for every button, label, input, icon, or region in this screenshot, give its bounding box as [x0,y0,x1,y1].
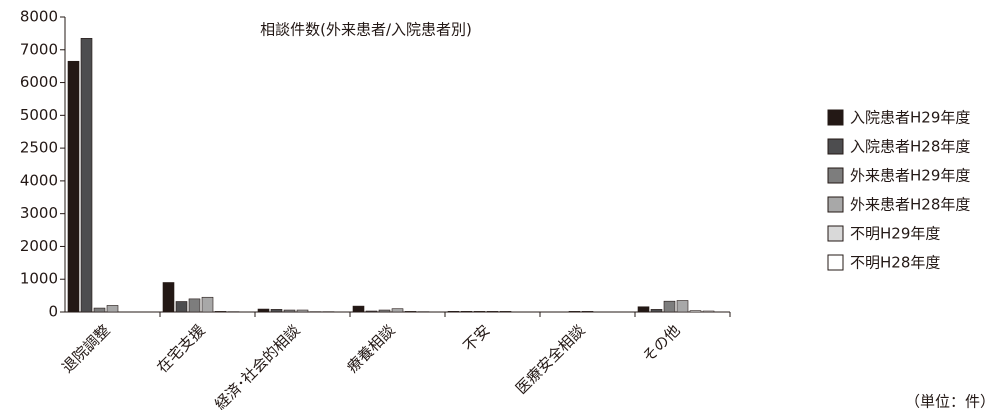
bar [581,311,594,313]
y-tick-label: 1000 [20,270,58,288]
bar [175,301,188,313]
y-tick-label: 5000 [20,106,58,124]
legend-swatch [827,167,844,184]
x-tick-label: 経済･社会的相談 [211,321,303,410]
bar [702,310,715,313]
bar [106,305,119,313]
bar [460,311,473,313]
x-tick-label: 退院調整 [58,321,113,376]
y-tick-label: 6000 [20,73,58,91]
x-tick-label: その他 [639,321,684,366]
bar [201,296,214,313]
bar [67,60,80,313]
y-tick-label: 2500 [20,139,58,157]
legend-swatch [827,225,844,242]
bar [499,311,512,313]
bar [214,311,227,313]
x-tick-label: 療養相談 [343,321,398,376]
chart-title: 相談件数(外来患者/入院患者別) [260,21,472,39]
bar [663,300,676,313]
bar [447,311,460,313]
y-tick-label: 8000 [20,8,58,26]
legend-label: 不明H28年度 [850,254,940,272]
bar [486,311,499,313]
y-tick-label: 0 [48,303,58,321]
legend-label: 外来患者H29年度 [850,167,970,185]
legend-swatch [827,109,844,126]
bar [257,308,270,313]
bar [93,307,106,313]
bar [568,311,581,313]
legend-swatch [827,254,844,271]
bar [650,309,663,313]
x-tick-label: 在宅支援 [153,321,208,376]
bar [637,306,650,313]
legend-label: 入院患者H29年度 [850,109,970,127]
bar [365,310,378,313]
bar [352,305,365,313]
y-tick-label: 4000 [20,171,58,189]
y-tick-label: 2000 [20,237,58,255]
bar [162,282,175,313]
bar [676,300,689,313]
y-tick-label: 3000 [20,204,58,222]
legend-swatch [827,138,844,155]
legend-label: 入院患者H28年度 [850,138,970,156]
bar [689,310,702,313]
bar [270,309,283,313]
x-tick-label: 不安 [460,321,494,355]
legend-label: 不明H29年度 [850,225,940,243]
bar [80,38,93,313]
bar [283,309,296,313]
bar [404,311,417,313]
y-tick-label: 7000 [20,40,58,58]
bar [296,309,309,313]
bar [378,309,391,313]
x-tick-label: 医療安全相談 [512,321,588,397]
bar [391,308,404,313]
unit-note: （単位：件） [905,393,995,410]
bar [188,298,201,313]
legend-swatch [827,196,844,213]
bar [473,311,486,313]
legend-label: 外来患者H28年度 [850,196,970,214]
